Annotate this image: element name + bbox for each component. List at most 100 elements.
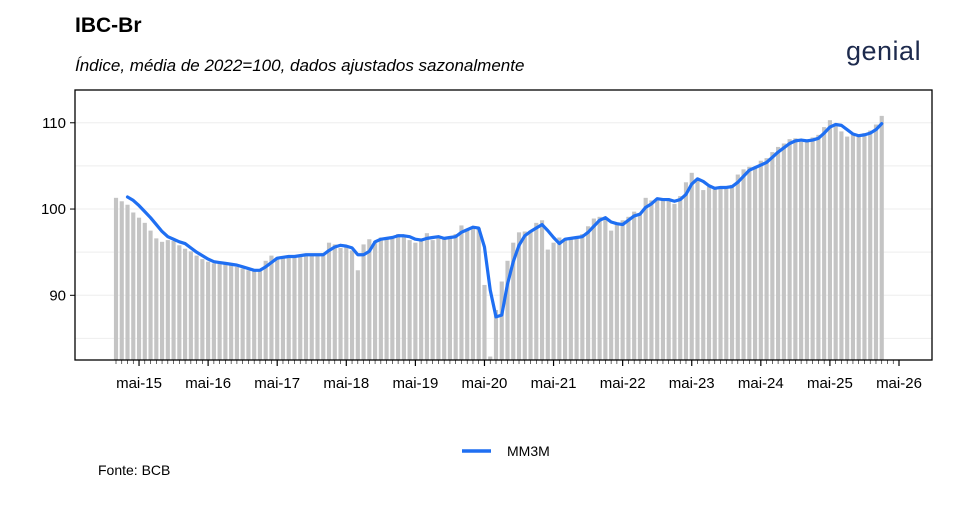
bar bbox=[493, 309, 499, 360]
bar-series bbox=[113, 115, 884, 361]
bar bbox=[770, 152, 775, 360]
legend-label-mm3m: MM3M bbox=[507, 443, 550, 459]
bar bbox=[741, 169, 746, 360]
bar bbox=[113, 197, 119, 360]
bar bbox=[269, 255, 274, 360]
legend: MM3M bbox=[462, 443, 550, 459]
bar bbox=[839, 131, 844, 360]
bar bbox=[217, 263, 222, 360]
bar bbox=[637, 213, 642, 360]
bar bbox=[326, 242, 332, 360]
x-tick-label: mai-20 bbox=[462, 375, 508, 392]
bar bbox=[747, 166, 752, 360]
bar bbox=[701, 190, 706, 360]
bar bbox=[229, 265, 234, 360]
bar bbox=[407, 240, 412, 360]
bar bbox=[712, 188, 717, 360]
bar bbox=[833, 125, 838, 361]
bar bbox=[223, 264, 228, 360]
bar bbox=[499, 281, 504, 360]
bar bbox=[776, 146, 781, 360]
bar bbox=[649, 200, 654, 360]
bar bbox=[528, 230, 533, 360]
bar bbox=[159, 241, 165, 360]
bar bbox=[827, 120, 832, 360]
y-tick-label: 90 bbox=[49, 287, 66, 304]
bar bbox=[142, 222, 147, 360]
bar bbox=[280, 258, 286, 360]
bar bbox=[378, 237, 383, 360]
bar bbox=[810, 137, 815, 360]
bar bbox=[315, 255, 320, 360]
source-note: Fonte: BCB bbox=[98, 462, 171, 478]
bar bbox=[263, 260, 268, 360]
bar bbox=[764, 158, 769, 360]
x-tick-label: mai-15 bbox=[116, 375, 162, 392]
bar bbox=[136, 217, 142, 360]
bar bbox=[154, 238, 159, 360]
bar bbox=[718, 187, 723, 360]
x-tick-label: mai-25 bbox=[807, 375, 853, 392]
bar bbox=[401, 235, 406, 360]
bar bbox=[862, 133, 867, 360]
bar bbox=[695, 180, 700, 360]
x-tick-label: mai-18 bbox=[323, 375, 369, 392]
bar bbox=[459, 225, 464, 360]
bar bbox=[419, 238, 424, 360]
chart-title: IBC-Br bbox=[75, 14, 142, 37]
bar bbox=[816, 134, 821, 360]
bar bbox=[873, 124, 879, 360]
bar bbox=[148, 230, 153, 360]
x-axis: mai-15 mai-16 mai-17 mai-18 mai-19 mai-20 mai-… bbox=[115, 360, 922, 392]
bar bbox=[465, 228, 470, 360]
bar bbox=[275, 257, 280, 360]
bar bbox=[171, 240, 176, 360]
x-tick-label: mai-22 bbox=[600, 375, 646, 392]
bar bbox=[390, 236, 395, 360]
bar bbox=[822, 127, 827, 360]
bar bbox=[706, 186, 712, 360]
bar bbox=[758, 160, 763, 360]
bar bbox=[384, 237, 389, 360]
bar bbox=[660, 200, 666, 360]
genial-logo: genial bbox=[846, 36, 922, 66]
x-tick-label: mai-17 bbox=[254, 375, 300, 392]
bar bbox=[292, 255, 297, 360]
bar bbox=[729, 184, 735, 360]
y-axis: 90 100 110 bbox=[41, 115, 75, 304]
x-tick-label: mai-23 bbox=[669, 375, 715, 392]
bar bbox=[286, 255, 291, 360]
bar bbox=[396, 234, 401, 360]
chart-subtitle: Índice, média de 2022=100, dados ajustad… bbox=[75, 56, 525, 75]
x-tick-label: mai-21 bbox=[531, 375, 577, 392]
bar bbox=[188, 251, 193, 360]
bar bbox=[678, 196, 683, 360]
x-tick-label: mai-26 bbox=[876, 375, 922, 392]
bar bbox=[614, 222, 619, 360]
bar bbox=[551, 242, 556, 360]
bar bbox=[470, 228, 476, 360]
bar bbox=[309, 254, 314, 360]
bar bbox=[781, 143, 786, 360]
bar bbox=[240, 268, 245, 360]
bar bbox=[211, 263, 216, 360]
bar bbox=[332, 244, 337, 360]
bar bbox=[845, 136, 850, 360]
bar bbox=[183, 248, 188, 360]
bar bbox=[442, 238, 447, 360]
bar bbox=[511, 242, 516, 360]
y-tick-label: 110 bbox=[42, 115, 66, 132]
bar bbox=[257, 270, 263, 360]
bar bbox=[119, 201, 124, 360]
bar bbox=[125, 204, 130, 360]
bar bbox=[522, 231, 527, 360]
bar bbox=[879, 115, 884, 360]
bar bbox=[856, 135, 861, 360]
bar bbox=[603, 217, 608, 360]
bar bbox=[793, 138, 798, 360]
bar bbox=[436, 236, 441, 360]
bar bbox=[868, 130, 873, 360]
bar bbox=[666, 199, 671, 360]
bar bbox=[752, 167, 758, 360]
